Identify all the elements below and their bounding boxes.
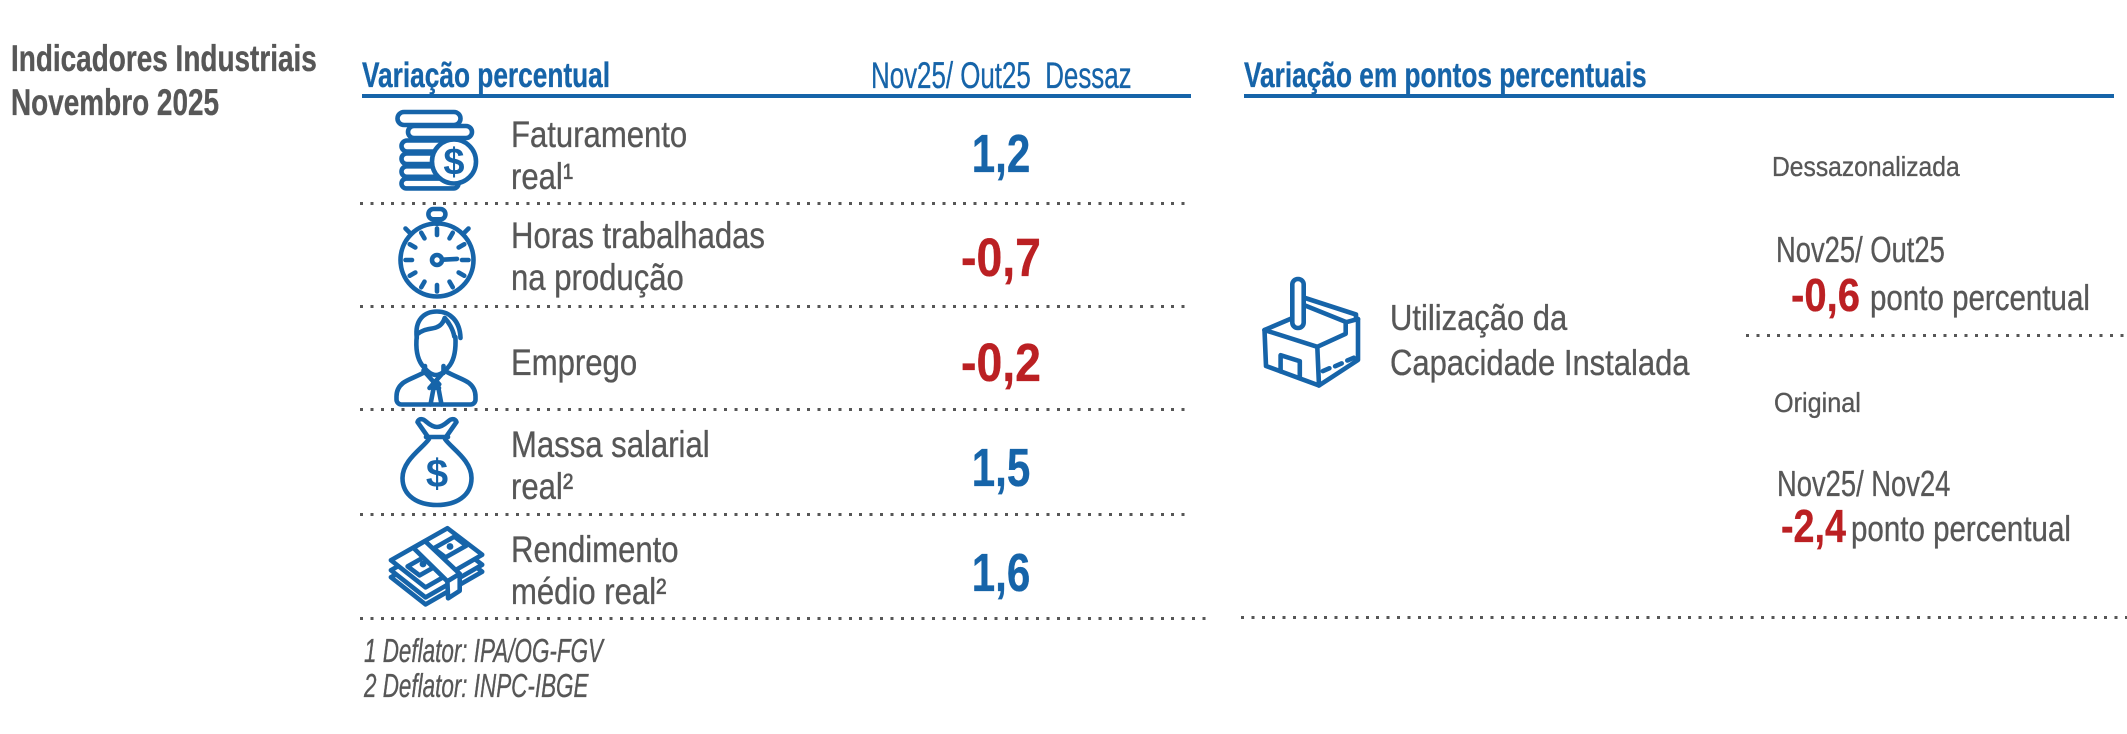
svg-text:$: $ <box>426 452 448 496</box>
svg-text:$: $ <box>443 142 464 184</box>
